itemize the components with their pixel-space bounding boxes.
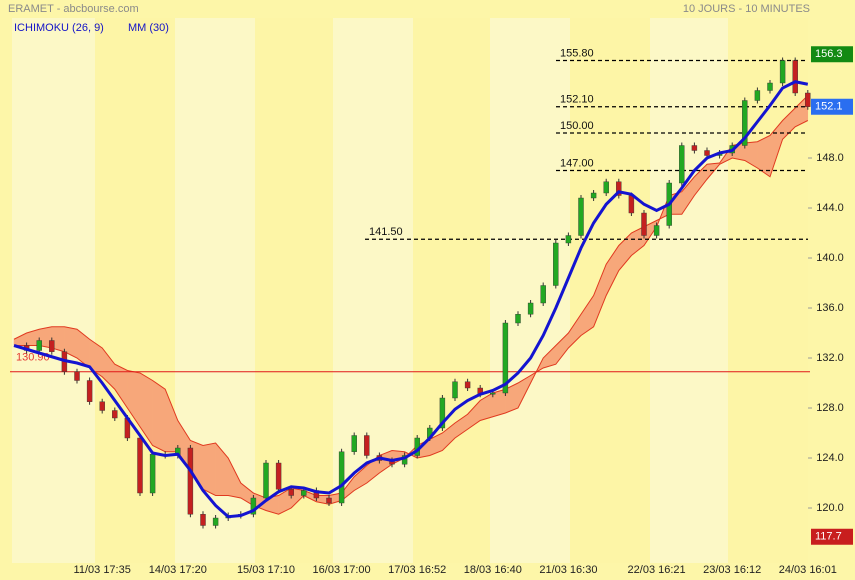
candle-body xyxy=(490,392,496,395)
candle-body xyxy=(742,100,748,146)
candle-body xyxy=(679,145,685,184)
candle-body xyxy=(805,92,811,107)
day-band xyxy=(650,18,728,563)
day-band xyxy=(728,18,808,563)
candle-body xyxy=(288,489,294,496)
price-tag-label: 152.1 xyxy=(815,101,843,113)
candle-body xyxy=(187,447,194,515)
chart-subtitle: 10 JOURS - 10 MINUTES xyxy=(683,3,810,15)
y-tick-label: 124.0 xyxy=(816,452,844,464)
day-bands xyxy=(12,18,808,563)
candle-body xyxy=(590,192,597,199)
candle-body xyxy=(792,60,798,94)
x-tick-label: 24/03 16:01 xyxy=(779,564,837,576)
candle-body xyxy=(351,435,357,452)
y-tick-label: 132.0 xyxy=(816,352,844,364)
price-tag-label: 117.7 xyxy=(815,531,842,543)
y-tick-label: 148.0 xyxy=(816,152,844,164)
cloud-segment xyxy=(152,380,166,453)
candle-body xyxy=(364,435,370,456)
moving-average xyxy=(13,80,809,519)
legend-ichimoku: ICHIMOKU (26, 9) xyxy=(14,22,104,34)
candle-body xyxy=(653,225,660,236)
candle-body xyxy=(212,517,219,526)
level-label: 150.00 xyxy=(560,120,594,132)
candle-body xyxy=(301,490,307,496)
x-tick-label: 18/03 16:40 xyxy=(464,564,522,576)
candle-body xyxy=(338,451,345,504)
candle-body xyxy=(540,285,546,304)
day-band xyxy=(490,18,570,563)
price-tag xyxy=(811,46,853,63)
price-tag xyxy=(811,98,853,115)
y-tick-label: 140.0 xyxy=(816,252,844,264)
candle-body xyxy=(200,514,206,526)
candle-body xyxy=(99,401,105,411)
legend-mm: MM (30) xyxy=(128,22,169,34)
chart-title: ERAMET - abcbourse.com xyxy=(8,3,139,15)
x-tick-label: 22/03 16:21 xyxy=(628,564,686,576)
candle-body xyxy=(616,181,622,196)
span-b xyxy=(14,95,809,515)
candle-body xyxy=(149,454,156,494)
x-tick-label: 21/03 16:30 xyxy=(539,564,597,576)
day-band xyxy=(12,18,95,563)
candle-body xyxy=(565,235,572,244)
candle-body xyxy=(464,381,471,389)
day-band xyxy=(413,18,490,563)
candle-body xyxy=(628,195,635,214)
candle-body xyxy=(275,462,282,490)
candle-body xyxy=(36,340,42,351)
candle-body xyxy=(704,150,710,156)
candle-body xyxy=(250,497,257,515)
y-tick-label: 144.0 xyxy=(816,202,844,214)
candle-body xyxy=(603,181,609,194)
y-tick-label: 120.0 xyxy=(816,502,844,514)
x-tick-label: 14/03 17:20 xyxy=(149,564,207,576)
candle-body xyxy=(86,380,93,402)
candle-body xyxy=(754,90,761,101)
y-tick-label: 136.0 xyxy=(816,302,844,314)
x-tick-label: 16/03 17:00 xyxy=(313,564,371,576)
candle-body xyxy=(439,397,446,429)
y-tick-label: 128.0 xyxy=(816,402,844,414)
cloud-segment xyxy=(202,442,216,496)
candle-body xyxy=(452,381,458,399)
level-label: 141.50 xyxy=(369,226,403,238)
price-tag xyxy=(811,528,853,545)
candle-body xyxy=(767,82,773,91)
candle-body xyxy=(553,242,559,286)
candle-body xyxy=(502,322,509,394)
candle-body xyxy=(527,302,534,315)
level-label: 155.80 xyxy=(560,47,594,59)
candle-body xyxy=(641,212,647,236)
price-tag-label: 156.3 xyxy=(815,48,843,60)
candle-body xyxy=(137,437,143,494)
candle-body xyxy=(326,497,332,504)
candle-body xyxy=(779,60,786,84)
level-label: 147.00 xyxy=(560,157,594,169)
candle-body xyxy=(515,314,521,324)
candle-body xyxy=(691,145,698,151)
x-tick-label: 11/03 17:35 xyxy=(74,564,131,576)
x-tick-label: 23/03 16:12 xyxy=(703,564,761,576)
x-tick-label: 15/03 17:10 xyxy=(237,564,295,576)
candle-body xyxy=(74,371,80,381)
x-tick-label: 17/03 16:52 xyxy=(388,564,446,576)
candle-body xyxy=(49,340,55,352)
candle-body xyxy=(112,410,118,419)
level-label: 152.10 xyxy=(560,94,594,106)
candle-body xyxy=(578,197,584,236)
day-band xyxy=(570,18,650,563)
day-band xyxy=(95,18,175,563)
candle-body xyxy=(263,462,269,499)
